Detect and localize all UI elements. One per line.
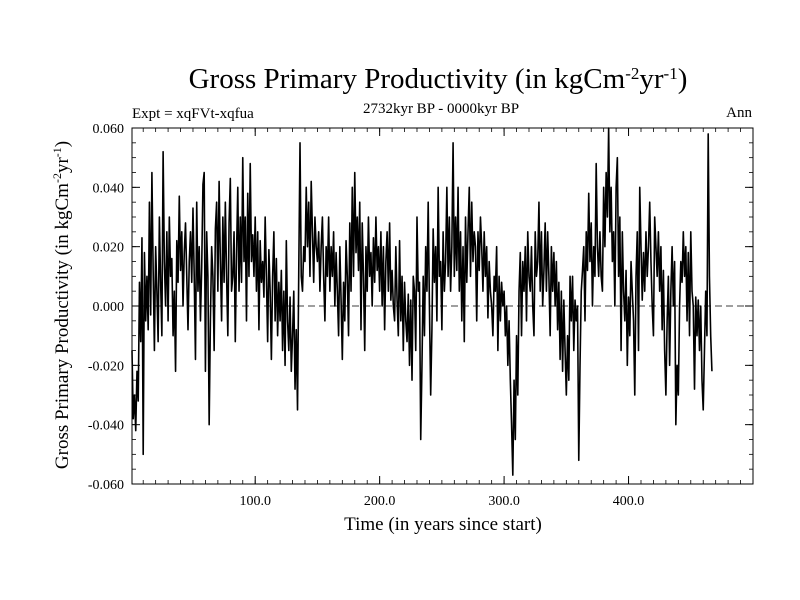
chart-subtitle: 2732kyr BP - 0000kyr BP [363,101,519,117]
y-tick-label: 0.020 [93,241,125,256]
y-tick-label: 0.000 [93,300,125,315]
x-axis-label: Time (in years since start) [344,514,542,535]
x-tick-label: 400.0 [613,494,645,509]
season-label: Ann [726,105,752,121]
y-axis-label: Gross Primary Productivity (in kgCm-2yr-… [50,141,73,469]
y-tick-label: 0.060 [93,122,125,137]
x-tick-label: 300.0 [488,494,520,509]
series-line [131,127,713,476]
chart-title: Gross Primary Productivity (in kgCm-2yr-… [189,63,688,95]
y-tick-label: -0.060 [88,478,124,493]
y-tick-label: 0.040 [93,181,125,196]
y-tick-label: -0.040 [88,419,124,434]
x-tick-label: 200.0 [364,494,396,509]
y-tick-label: -0.020 [88,359,124,374]
x-tick-label: 100.0 [239,494,271,509]
experiment-label: Expt = xqFVt-xqfua [132,106,254,122]
